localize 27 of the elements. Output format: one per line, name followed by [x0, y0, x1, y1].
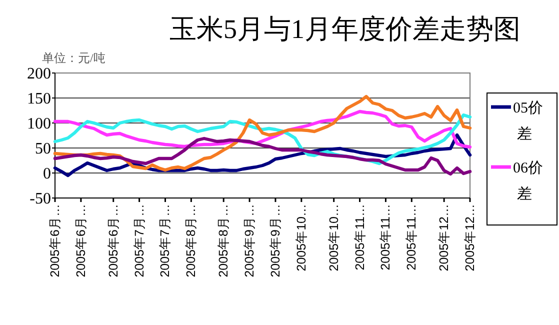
x-tick-label: 2005年11…: [404, 204, 419, 270]
x-tick-label: 2005年12…: [437, 204, 452, 272]
chart-title: 玉米5月与1月年度价差走势图: [170, 14, 520, 44]
y-tick-label: 50: [35, 140, 51, 158]
y-tick-label: -50: [30, 190, 51, 208]
x-tick-label: 2005年6月…: [106, 204, 120, 278]
line-series: [53, 94, 472, 172]
x-tick-label: 2005年8月…: [184, 204, 198, 278]
x-tick-label: 2005年8月…: [216, 204, 231, 278]
x-tick-label: 2005年10…: [294, 204, 308, 272]
y-tick-label: 0: [43, 166, 51, 183]
y-tick-label: 150: [27, 90, 51, 108]
x-tick-label: 2005年9月…: [268, 204, 282, 278]
x-tick-label: 2005年10…: [326, 204, 341, 272]
x-tick-label: 2005年6月…: [48, 204, 62, 278]
x-tick-label: 2005年11…: [352, 204, 367, 270]
y-tick-label: 100: [27, 116, 51, 133]
x-tick-label: 2005年9月…: [242, 204, 257, 278]
x-tick-label: 2005年6月…: [74, 204, 88, 278]
x-tick-label: 2005年12…: [463, 204, 477, 272]
x-tick-label: 2005年7月…: [132, 204, 146, 278]
x-tick-label: 2005年11…: [378, 204, 393, 270]
x-tick-label: 2005年7月…: [158, 204, 172, 278]
y-tick-label: 200: [27, 66, 51, 83]
legend-label: 06价差: [513, 159, 543, 202]
legend-label: 05价差: [513, 99, 543, 142]
y-axis-title: 单位：元/吨: [42, 51, 106, 65]
